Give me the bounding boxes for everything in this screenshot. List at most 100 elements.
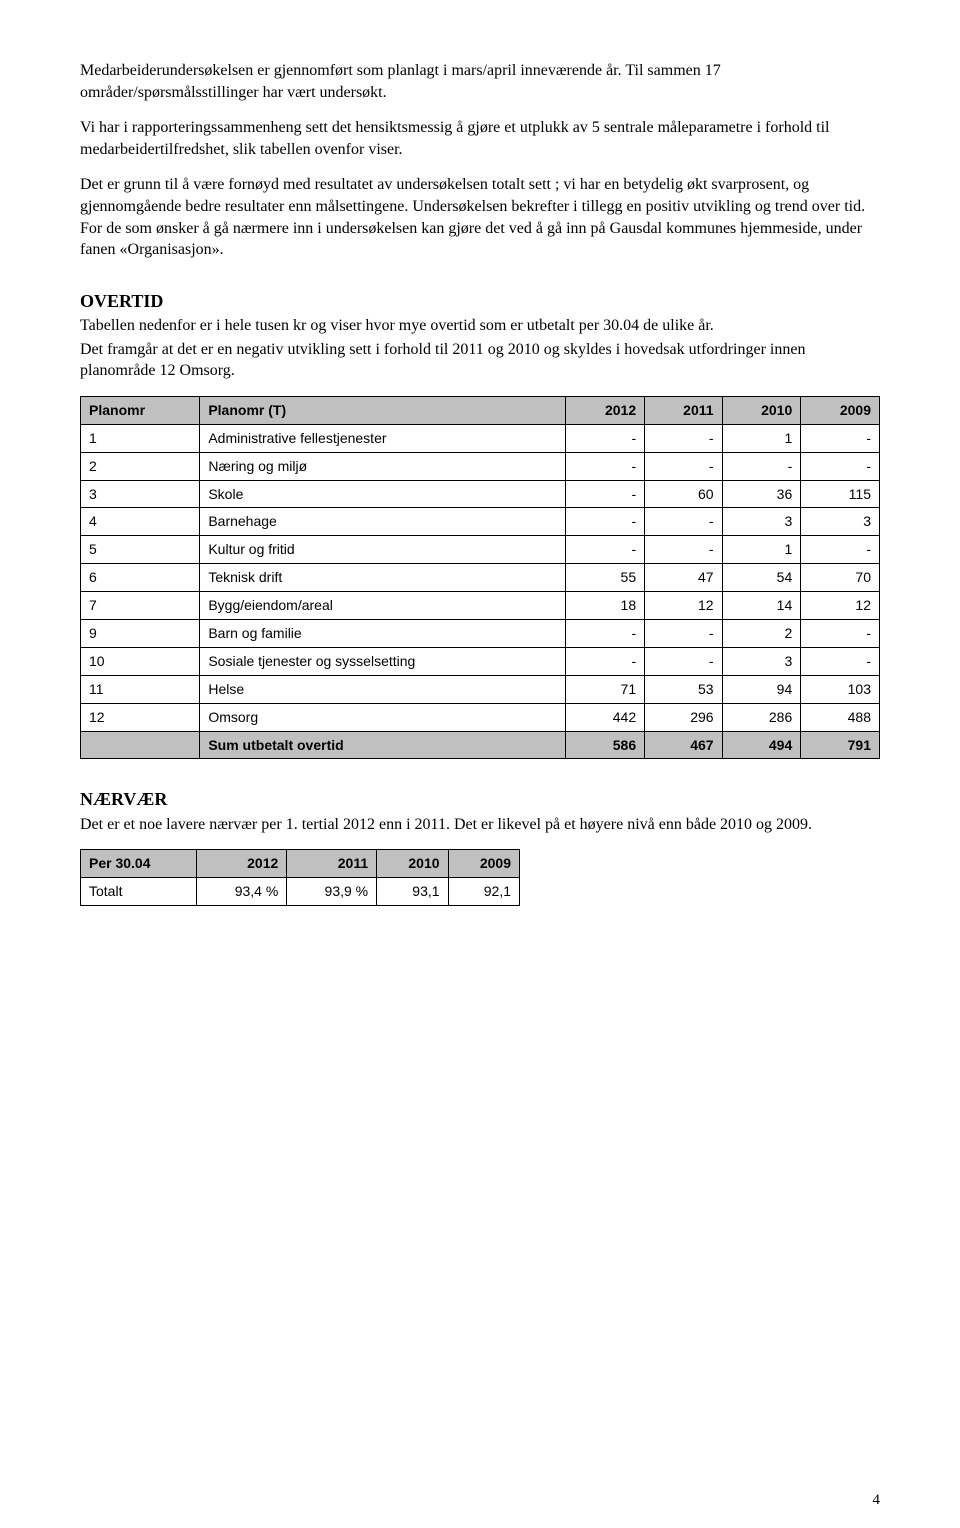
cell-planomr: 5 — [81, 536, 200, 564]
cell-value: - — [566, 452, 645, 480]
cell-planomr: 3 — [81, 480, 200, 508]
cell-planomr-t: Kultur og fritid — [200, 536, 566, 564]
cell-value: 1 — [722, 424, 801, 452]
table-row: 5Kultur og fritid--1- — [81, 536, 880, 564]
col-per3004: Per 30.04 — [81, 850, 197, 878]
sum-value: 494 — [722, 731, 801, 759]
intro-paragraph-3: Det er grunn til å være fornøyd med resu… — [80, 174, 880, 260]
cell-planomr-t: Teknisk drift — [200, 564, 566, 592]
cell-planomr: 11 — [81, 675, 200, 703]
intro-paragraph-1: Medarbeiderundersøkelsen er gjennomført … — [80, 60, 880, 103]
cell-value: 12 — [801, 592, 880, 620]
cell-planomr-t: Administrative fellestjenester — [200, 424, 566, 452]
col-2012: 2012 — [566, 396, 645, 424]
cell-planomr-t: Skole — [200, 480, 566, 508]
col-n2010: 2010 — [377, 850, 448, 878]
cell-value: 94 — [722, 675, 801, 703]
sum-value: 467 — [645, 731, 722, 759]
cell-value: 296 — [645, 703, 722, 731]
cell-value: 55 — [566, 564, 645, 592]
col-2009: 2009 — [801, 396, 880, 424]
col-n2012: 2012 — [197, 850, 287, 878]
naervaer-row: Totalt 93,4 % 93,9 % 93,1 92,1 — [81, 878, 520, 906]
table-row: 6Teknisk drift55475470 — [81, 564, 880, 592]
overtid-heading: OVERTID — [80, 289, 880, 313]
cell-value: - — [801, 452, 880, 480]
cell-value: 71 — [566, 675, 645, 703]
cell-planomr-t: Helse — [200, 675, 566, 703]
cell-value: - — [645, 508, 722, 536]
col-2011: 2011 — [645, 396, 722, 424]
cell-value: 1 — [722, 536, 801, 564]
overtid-header-row: Planomr Planomr (T) 2012 2011 2010 2009 — [81, 396, 880, 424]
table-row: 4Barnehage--33 — [81, 508, 880, 536]
naervaer-heading: NÆRVÆR — [80, 787, 880, 811]
cell-planomr: 10 — [81, 647, 200, 675]
sum-value: 791 — [801, 731, 880, 759]
cell-planomr-t: Næring og miljø — [200, 452, 566, 480]
col-n2009: 2009 — [448, 850, 519, 878]
cell-value: 53 — [645, 675, 722, 703]
cell-planomr: 9 — [81, 619, 200, 647]
sum-value: 586 — [566, 731, 645, 759]
col-2010: 2010 — [722, 396, 801, 424]
cell-value: - — [645, 647, 722, 675]
cell-value: - — [645, 424, 722, 452]
cell-value: - — [722, 452, 801, 480]
cell-value: - — [566, 480, 645, 508]
col-n2011: 2011 — [287, 850, 377, 878]
cell-planomr-t: Sosiale tjenester og sysselsetting — [200, 647, 566, 675]
cell-value: - — [645, 619, 722, 647]
cell-value: 14 — [722, 592, 801, 620]
cell-value: 47 — [645, 564, 722, 592]
overtid-table-wrap: Planomr Planomr (T) 2012 2011 2010 2009 … — [80, 396, 880, 760]
cell-value: 36 — [722, 480, 801, 508]
cell-value: - — [566, 424, 645, 452]
cell-value: 70 — [801, 564, 880, 592]
cell-planomr-t: Barn og familie — [200, 619, 566, 647]
cell-value: 12 — [645, 592, 722, 620]
naervaer-intro: Det er et noe lavere nærvær per 1. terti… — [80, 814, 880, 836]
table-row: 7Bygg/eiendom/areal18121412 — [81, 592, 880, 620]
intro-paragraph-2: Vi har i rapporteringssammenheng sett de… — [80, 117, 880, 160]
table-row: 12Omsorg442296286488 — [81, 703, 880, 731]
cell-planomr: 2 — [81, 452, 200, 480]
naervaer-2010: 93,1 — [377, 878, 448, 906]
naervaer-2011: 93,9 % — [287, 878, 377, 906]
cell-value: - — [566, 619, 645, 647]
cell-value: 488 — [801, 703, 880, 731]
cell-planomr: 6 — [81, 564, 200, 592]
sum-blank — [81, 731, 200, 759]
table-row: 3Skole-6036115 — [81, 480, 880, 508]
cell-value: 103 — [801, 675, 880, 703]
cell-value: 18 — [566, 592, 645, 620]
table-row: 10Sosiale tjenester og sysselsetting--3- — [81, 647, 880, 675]
naervaer-2009: 92,1 — [448, 878, 519, 906]
naervaer-header-row: Per 30.04 2012 2011 2010 2009 — [81, 850, 520, 878]
table-row: 1Administrative fellestjenester--1- — [81, 424, 880, 452]
cell-value: - — [801, 619, 880, 647]
cell-value: - — [566, 508, 645, 536]
cell-planomr-t: Bygg/eiendom/areal — [200, 592, 566, 620]
cell-planomr-t: Barnehage — [200, 508, 566, 536]
cell-planomr-t: Omsorg — [200, 703, 566, 731]
naervaer-row-label: Totalt — [81, 878, 197, 906]
table-row: 9Barn og familie--2- — [81, 619, 880, 647]
naervaer-table: Per 30.04 2012 2011 2010 2009 Totalt 93,… — [80, 849, 520, 906]
cell-value: - — [801, 424, 880, 452]
cell-value: - — [566, 647, 645, 675]
naervaer-table-wrap: Per 30.04 2012 2011 2010 2009 Totalt 93,… — [80, 849, 880, 906]
table-row: 2Næring og miljø---- — [81, 452, 880, 480]
cell-value: 115 — [801, 480, 880, 508]
cell-value: - — [645, 536, 722, 564]
overtid-intro-1: Tabellen nedenfor er i hele tusen kr og … — [80, 315, 880, 337]
cell-value: 442 — [566, 703, 645, 731]
cell-value: 3 — [801, 508, 880, 536]
col-planomr-t: Planomr (T) — [200, 396, 566, 424]
col-planomr: Planomr — [81, 396, 200, 424]
cell-value: 3 — [722, 647, 801, 675]
cell-value: - — [801, 536, 880, 564]
cell-value: 3 — [722, 508, 801, 536]
cell-planomr: 1 — [81, 424, 200, 452]
cell-value: 286 — [722, 703, 801, 731]
